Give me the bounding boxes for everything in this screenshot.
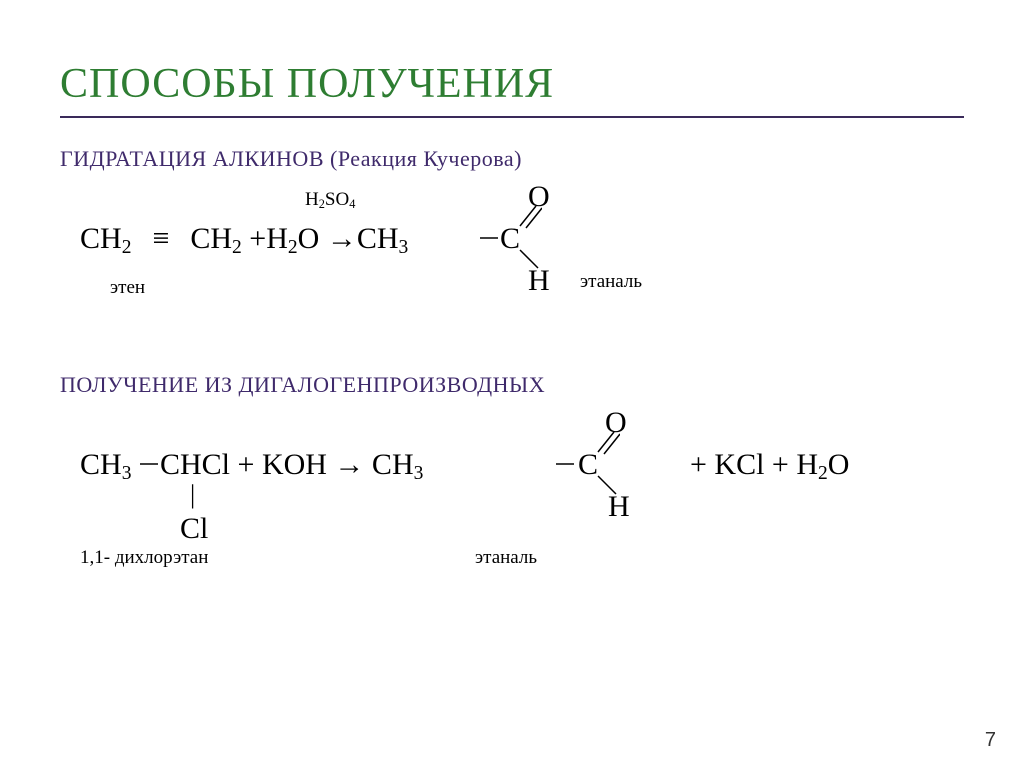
eq1-CH2-sub: 2	[232, 237, 242, 258]
bond-ch3-c	[480, 234, 498, 242]
equation-2: O CH3 CHCl + KOH → CH3 C	[60, 408, 964, 578]
eq2-ch3-sub2: 3	[414, 463, 424, 484]
eq2-mid: CHCl + KOH → CH3	[160, 450, 423, 483]
eq2-C: C	[578, 450, 598, 480]
catalyst: H2SO4	[305, 190, 355, 210]
section-hydration: ГИДРАТАЦИЯ АЛКИНОВ (Реакция Кучерова) H2…	[60, 146, 964, 332]
reactant2-name: 1,1- дихлорэтан	[80, 548, 208, 567]
aldehyde-H: H	[528, 266, 550, 296]
eq1-H2O-O: O	[298, 222, 320, 255]
slide-title: СПОСОБЫ ПОЛУЧЕНИЯ	[60, 60, 964, 108]
section1-label: ГИДРАТАЦИЯ АЛКИНОВ (Реакция Кучерова)	[60, 146, 964, 172]
eq2-tail-O: O	[828, 448, 850, 481]
eq1-C: C	[500, 224, 520, 254]
product1-name: этаналь	[580, 272, 642, 291]
section-dihalo: ПОЛУЧЕНИЕ ИЗ ДИГАЛОГЕНПРОИЗВОДНЫХ O CH3 …	[60, 372, 964, 578]
eq1-CH2: CH	[190, 222, 232, 255]
page-number: 7	[985, 729, 996, 752]
bond-ch3-c-2	[556, 460, 574, 468]
eq2-CH3: CH	[80, 448, 122, 481]
eq2-tail-sub: 2	[818, 463, 828, 484]
eq2-CH3-sub: 3	[122, 463, 132, 484]
title-rule	[60, 116, 964, 118]
eq2-tail: + KCl + H2O	[690, 450, 849, 483]
eq1-line: CH2 ≡ CH2 +H2O →CH3	[80, 224, 408, 257]
catalyst-sub2: 4	[349, 197, 355, 211]
aldehyde-H-2: H	[608, 492, 630, 522]
eq1-CH1-sub: 2	[122, 237, 132, 258]
equation-1: H2SO4 O CH2 ≡ CH2 +H2O →CH3 C	[60, 182, 964, 332]
eq1-arrow: →	[319, 222, 357, 255]
double-bond-1	[518, 202, 542, 230]
slide: СПОСОБЫ ПОЛУЧЕНИЯ ГИДРАТАЦИЯ АЛКИНОВ (Ре…	[0, 0, 1024, 768]
eq1-plus: +	[242, 222, 266, 255]
catalyst-H: H	[305, 189, 319, 210]
vert-bond: |	[190, 482, 195, 508]
bond-ch3-chcl	[140, 460, 158, 468]
cl-label: Cl	[180, 514, 208, 544]
reactant1-name: этен	[110, 278, 145, 297]
eq2-chcl-text: CHCl + KOH → CH	[160, 448, 414, 481]
eq1-H2O-H: H	[266, 222, 288, 255]
eq1-CH1: CH	[80, 222, 122, 255]
eq1-H2O-sub: 2	[288, 237, 298, 258]
triple-bond: ≡	[152, 222, 169, 255]
section2-label: ПОЛУЧЕНИЕ ИЗ ДИГАЛОГЕНПРОИЗВОДНЫХ	[60, 372, 964, 398]
catalyst-SO: SO	[325, 189, 349, 210]
double-bond-2	[596, 428, 620, 456]
eq1-CH3: CH	[357, 222, 399, 255]
product2-name: этаналь	[475, 548, 537, 567]
eq2-tail-text: + KCl + H	[690, 448, 818, 481]
eq2-line: CH3	[80, 450, 131, 483]
eq1-CH3-sub: 3	[399, 237, 409, 258]
